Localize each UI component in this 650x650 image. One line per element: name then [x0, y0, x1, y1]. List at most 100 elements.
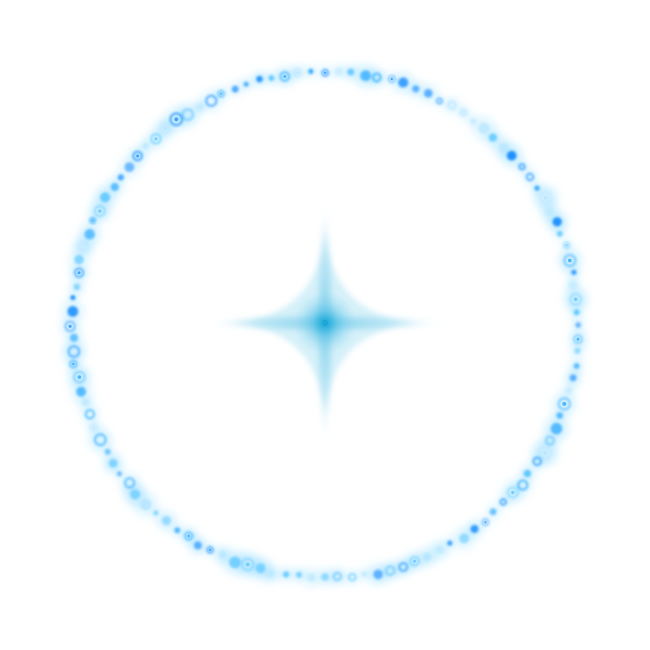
bead-center	[337, 70, 340, 73]
bead	[306, 573, 316, 582]
bead-center	[220, 92, 223, 95]
bead	[76, 386, 87, 397]
bead	[150, 133, 162, 145]
bead-center	[72, 362, 75, 366]
bead	[481, 518, 490, 527]
bead	[557, 397, 571, 411]
bead-center	[543, 195, 548, 200]
bead	[387, 75, 396, 83]
bead	[293, 68, 302, 77]
bead	[574, 347, 581, 354]
bead-center	[324, 71, 327, 74]
bead	[569, 374, 577, 382]
bead	[206, 546, 214, 554]
bead	[142, 142, 149, 149]
bead	[196, 103, 204, 111]
bead	[460, 109, 468, 117]
bead	[361, 571, 367, 577]
bead-center	[413, 559, 417, 563]
bead	[569, 293, 582, 306]
bead	[398, 562, 409, 572]
bead	[89, 423, 99, 432]
bead	[447, 100, 457, 110]
bead-center	[296, 71, 299, 74]
bead	[489, 508, 497, 516]
bead-halo	[62, 340, 86, 364]
bead	[81, 398, 90, 407]
bead	[124, 162, 135, 173]
bead	[488, 133, 498, 142]
bead	[573, 334, 583, 344]
bead	[89, 217, 96, 224]
bead	[78, 241, 89, 252]
bead	[69, 333, 79, 342]
bead	[267, 570, 275, 578]
bead	[321, 69, 330, 77]
bead-center	[511, 490, 515, 495]
bead	[435, 545, 445, 555]
bead	[573, 363, 580, 369]
bead	[74, 254, 84, 265]
bead	[539, 191, 553, 205]
sparkle-center-dot	[321, 319, 329, 327]
bead	[563, 241, 571, 249]
bead	[499, 498, 507, 506]
bead	[73, 371, 86, 384]
bead	[523, 469, 532, 478]
bead-halo	[444, 97, 460, 113]
bead	[470, 118, 476, 125]
bead	[70, 295, 76, 301]
bead-center	[163, 126, 167, 130]
bead-center	[198, 105, 201, 108]
bead	[296, 571, 302, 578]
bead-center	[68, 324, 72, 328]
bead-center	[91, 219, 94, 222]
bead	[256, 75, 263, 83]
bead-center	[390, 77, 393, 81]
bead	[139, 498, 152, 511]
bead	[84, 409, 95, 420]
bead	[67, 345, 80, 358]
bead	[348, 573, 357, 582]
bead	[556, 230, 563, 237]
bead	[459, 533, 470, 544]
bead	[67, 306, 79, 317]
bead	[518, 163, 526, 171]
bead	[321, 573, 329, 581]
bead	[335, 67, 343, 76]
sparkle-star	[207, 205, 443, 441]
bead	[373, 569, 383, 580]
bead-halo	[516, 160, 528, 173]
bead	[69, 360, 78, 369]
bead	[398, 77, 409, 88]
bead	[153, 510, 159, 516]
bead-center	[92, 426, 96, 429]
bead	[563, 254, 577, 267]
bead-center	[98, 209, 102, 213]
bead	[470, 525, 479, 533]
bead	[532, 456, 542, 467]
bead-center	[484, 521, 487, 524]
bead	[506, 150, 517, 161]
bead-center	[77, 375, 82, 379]
bead	[552, 217, 562, 227]
bead	[130, 489, 141, 500]
bead	[506, 486, 519, 499]
bead	[550, 422, 563, 435]
bead-halo	[368, 68, 386, 87]
bead	[568, 280, 577, 289]
bead	[423, 88, 433, 98]
bead	[255, 563, 266, 574]
bead	[184, 531, 194, 541]
bead	[174, 527, 181, 534]
bead-halo	[457, 106, 470, 119]
bead	[423, 552, 432, 562]
bead-center	[542, 450, 548, 455]
bead-center	[77, 271, 81, 275]
bead	[161, 516, 171, 526]
bead	[231, 85, 239, 93]
bead-center	[187, 534, 190, 538]
bead	[478, 122, 490, 134]
bead	[100, 192, 111, 203]
bead	[117, 174, 124, 181]
